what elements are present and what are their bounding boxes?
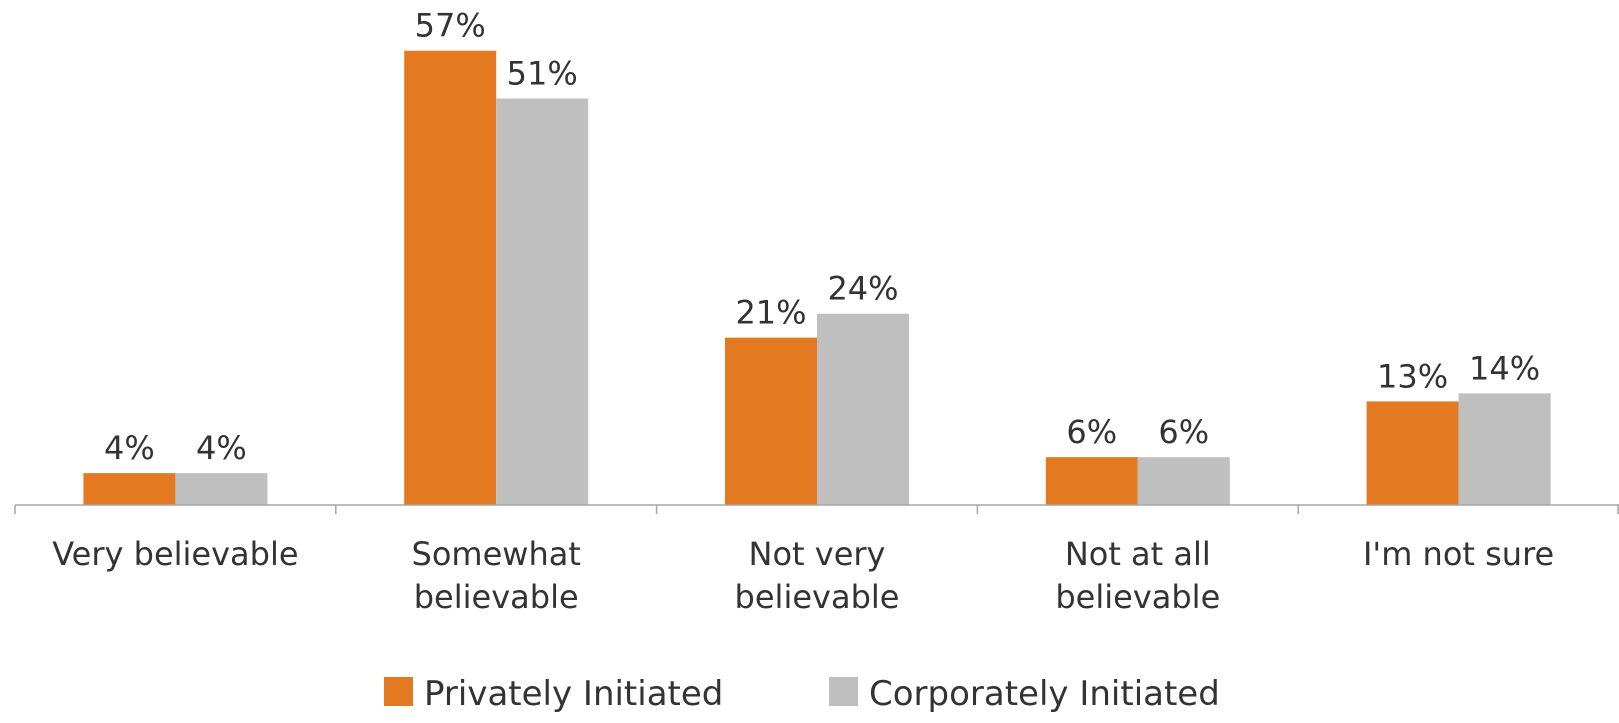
data-label-private-1: 57% <box>415 7 486 45</box>
data-label-corporate-0: 4% <box>196 429 247 467</box>
data-label-corporate-4: 14% <box>1469 349 1540 387</box>
data-label-private-0: 4% <box>104 429 155 467</box>
bar-private-2 <box>725 338 817 505</box>
category-label-2: Not very believable <box>735 535 900 616</box>
category-label-3: Not at all believable <box>1055 535 1220 616</box>
category-label-0: Very believable <box>52 535 298 573</box>
bars-layer <box>83 51 1550 505</box>
data-label-corporate-3: 6% <box>1158 413 1209 451</box>
bar-private-0 <box>83 473 175 505</box>
bar-corporate-3 <box>1138 457 1230 505</box>
legend-swatch-private <box>384 677 413 706</box>
bar-private-4 <box>1367 401 1459 505</box>
data-label-corporate-2: 24% <box>827 270 898 308</box>
data-label-private-3: 6% <box>1066 413 1117 451</box>
legend: Privately Initiated Corporately Initiated <box>384 674 1220 714</box>
legend-label-private: Privately Initiated <box>424 674 723 714</box>
bar-corporate-1 <box>496 99 588 505</box>
bar-corporate-0 <box>175 473 267 505</box>
bar-corporate-4 <box>1459 393 1551 505</box>
legend-label-corporate: Corporately Initiated <box>869 674 1220 714</box>
data-label-private-4: 13% <box>1377 357 1448 395</box>
category-label-4: I'm not sure <box>1363 535 1554 573</box>
data-label-corporate-1: 51% <box>507 55 578 93</box>
category-labels: Very believable Somewhat believable Not ver… <box>52 535 1554 616</box>
bar-private-3 <box>1046 457 1138 505</box>
category-label-1: Somewhat believable <box>412 535 581 616</box>
bar-private-1 <box>404 51 496 505</box>
x-axis <box>15 505 1619 514</box>
bar-corporate-2 <box>817 314 909 505</box>
data-label-private-2: 21% <box>735 294 806 332</box>
legend-swatch-corporate <box>829 677 858 706</box>
